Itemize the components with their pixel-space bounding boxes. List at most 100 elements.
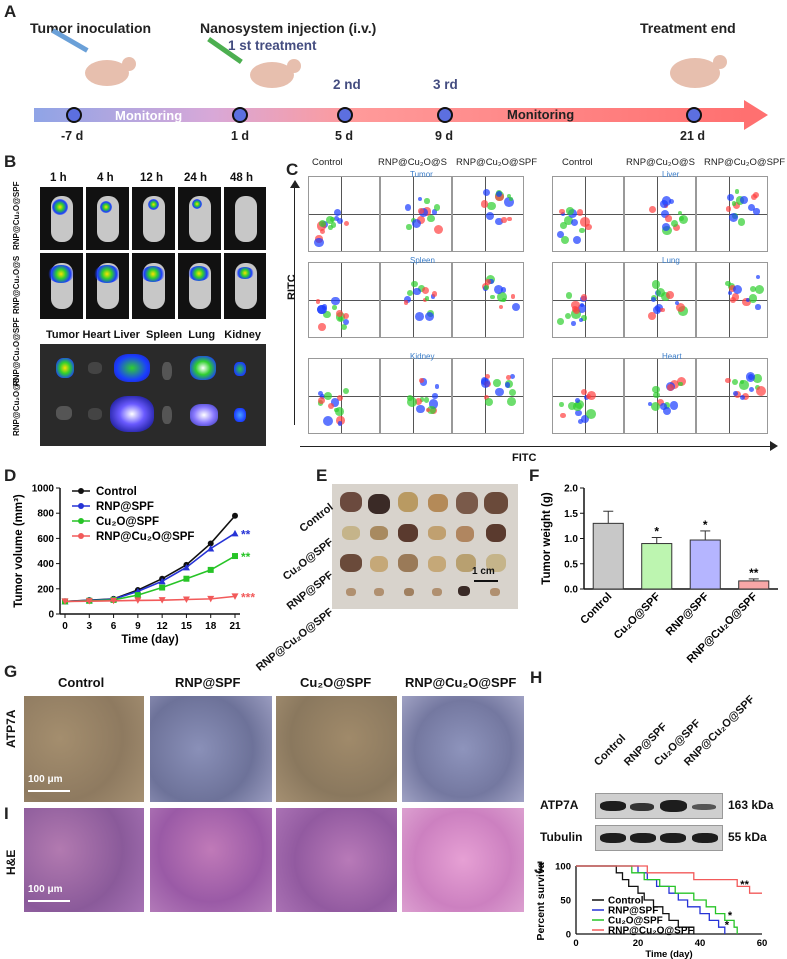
data-point <box>182 596 190 604</box>
survival-curve-1 <box>576 865 726 934</box>
y-tick-label: 2.0 <box>564 484 578 495</box>
data-point <box>207 540 214 547</box>
series-line-3 <box>64 595 236 603</box>
ex-vivo-organ-image <box>40 344 266 446</box>
second-treatment-label: 2 nd <box>333 77 361 92</box>
flow-plot <box>308 262 380 338</box>
significance-mark: * <box>725 920 730 932</box>
organ-title: Lung <box>662 256 680 265</box>
survival-chart: 0 50 100 0 20 40 60 Time (day) Percent survival *… <box>535 862 767 959</box>
panel-letter-h: H <box>530 668 543 687</box>
tumor-inoculation-label: Tumor inoculation <box>30 20 152 36</box>
legend-label: RNP@SPF <box>96 501 154 513</box>
y-tick-label: 200 <box>37 584 54 595</box>
significance-mark: *** <box>241 590 255 604</box>
mouse-illustration <box>250 59 301 88</box>
flow-cytometry-grid <box>300 170 770 436</box>
y-tick-label: 0.0 <box>564 585 578 596</box>
tumor-row-label: Control <box>297 501 336 535</box>
day-label: -7 d <box>61 129 84 143</box>
y-tick-label: 100 <box>555 862 571 873</box>
legend-label: RNP@Cu₂O@SPF <box>96 531 194 543</box>
y-axis-title: Tumor weight (g) <box>541 492 553 585</box>
timeline-dot <box>437 107 453 123</box>
tumor-weight-chart: 0.0 0.5 1.0 1.5 2.0 Tumor weight (g) Control * C… <box>541 484 778 664</box>
organ-row-label-s: RNP@Cu₂O@S <box>12 377 21 436</box>
flow-plot <box>380 358 452 434</box>
x-tick-label: Cu₂O@SPF <box>612 590 663 641</box>
bar <box>689 539 721 590</box>
third-treatment-label: 3 rd <box>433 77 458 92</box>
y-tick-label: 800 <box>37 509 54 520</box>
data-point <box>159 584 166 591</box>
ihc-image-rnp-spf <box>150 696 272 802</box>
y-axis-title: Tumor volume (mm³) <box>13 494 25 608</box>
y-tick-label: 1.0 <box>564 534 578 545</box>
day-label: 21 d <box>680 129 706 143</box>
column-header: RNP@Cu₂O@S <box>378 157 447 168</box>
column-header: RNP@Cu₂O@S <box>626 157 695 168</box>
lane-label: Control <box>592 732 629 769</box>
ivis-image-grid <box>40 187 266 321</box>
x-tick-label: 20 <box>633 938 644 949</box>
fitc-axis <box>300 446 770 447</box>
flow-plot <box>380 176 452 252</box>
panel-letter-g: G <box>4 662 18 681</box>
significance-mark: * <box>654 524 659 538</box>
flow-plot <box>552 262 624 338</box>
data-point <box>182 563 190 571</box>
flow-plot <box>696 262 768 338</box>
series-line-0 <box>64 515 236 603</box>
atp7a-row-label: ATP7A <box>4 709 18 748</box>
mouse-illustration <box>670 55 727 88</box>
timeline-dot <box>337 107 353 123</box>
bar <box>641 543 673 590</box>
data-point <box>183 575 190 582</box>
ritc-label: RITC <box>286 274 298 300</box>
time-label: 24 h <box>184 172 208 184</box>
western-blot-tubulin <box>595 825 723 851</box>
x-tick-label: 0 <box>573 938 578 949</box>
protein-label-atp7a: ATP7A <box>540 798 579 812</box>
x-tick-label: 21 <box>229 621 241 632</box>
time-label: 12 h <box>140 172 164 184</box>
treatment-end-label: Treatment end <box>640 20 736 36</box>
survival-curve-2 <box>576 865 738 934</box>
legend-label: Control <box>96 486 137 498</box>
x-tick-label: Control <box>578 591 614 627</box>
flow-plot <box>696 358 768 434</box>
bar <box>592 522 624 590</box>
time-label: 48 h <box>230 172 254 184</box>
data-point <box>232 512 238 519</box>
column-header: Control <box>312 157 343 168</box>
data-point <box>158 577 166 585</box>
flow-plot <box>696 176 768 252</box>
y-tick-label: 0 <box>566 930 571 941</box>
y-tick-label: 600 <box>37 534 54 545</box>
data-point <box>158 597 166 604</box>
panel-letter-e: E <box>316 466 328 485</box>
legend-label: RNP@SPF <box>608 906 658 917</box>
legend-label: Cu₂O@SPF <box>96 516 159 528</box>
scale-bar-label: 100 μm <box>28 884 63 895</box>
panel-letter-f: F <box>529 466 540 485</box>
he-image-rnp-cu2o-spf <box>402 808 524 912</box>
tumor-photo: 1 cm <box>332 484 518 609</box>
timeline-dot <box>686 107 702 123</box>
flow-plot <box>452 358 524 434</box>
legend-label: Cu₂O@SPF <box>608 916 663 927</box>
fitc-label: FITC <box>512 452 537 464</box>
timeline-arrowhead <box>744 100 768 130</box>
western-blot-atp7a <box>595 793 723 819</box>
legend-marker <box>78 518 84 524</box>
x-tick-label: 3 <box>87 621 93 632</box>
x-tick-label: 6 <box>111 621 117 632</box>
panel-letter-b: B <box>4 152 17 171</box>
protein-label-tubulin: Tubulin <box>540 830 583 844</box>
monitoring-label-2: Monitoring <box>507 107 575 122</box>
panel-letter-c: C <box>286 160 299 179</box>
ihc-header: Cu₂O@SPF <box>300 675 372 690</box>
tumor-volume-chart: 0 200 400 600 800 1000 0 3 6 9 12 15 18 21 Time (day) T… <box>13 484 255 647</box>
y-tick-label: 50 <box>560 896 571 907</box>
scale-bar <box>28 790 70 792</box>
